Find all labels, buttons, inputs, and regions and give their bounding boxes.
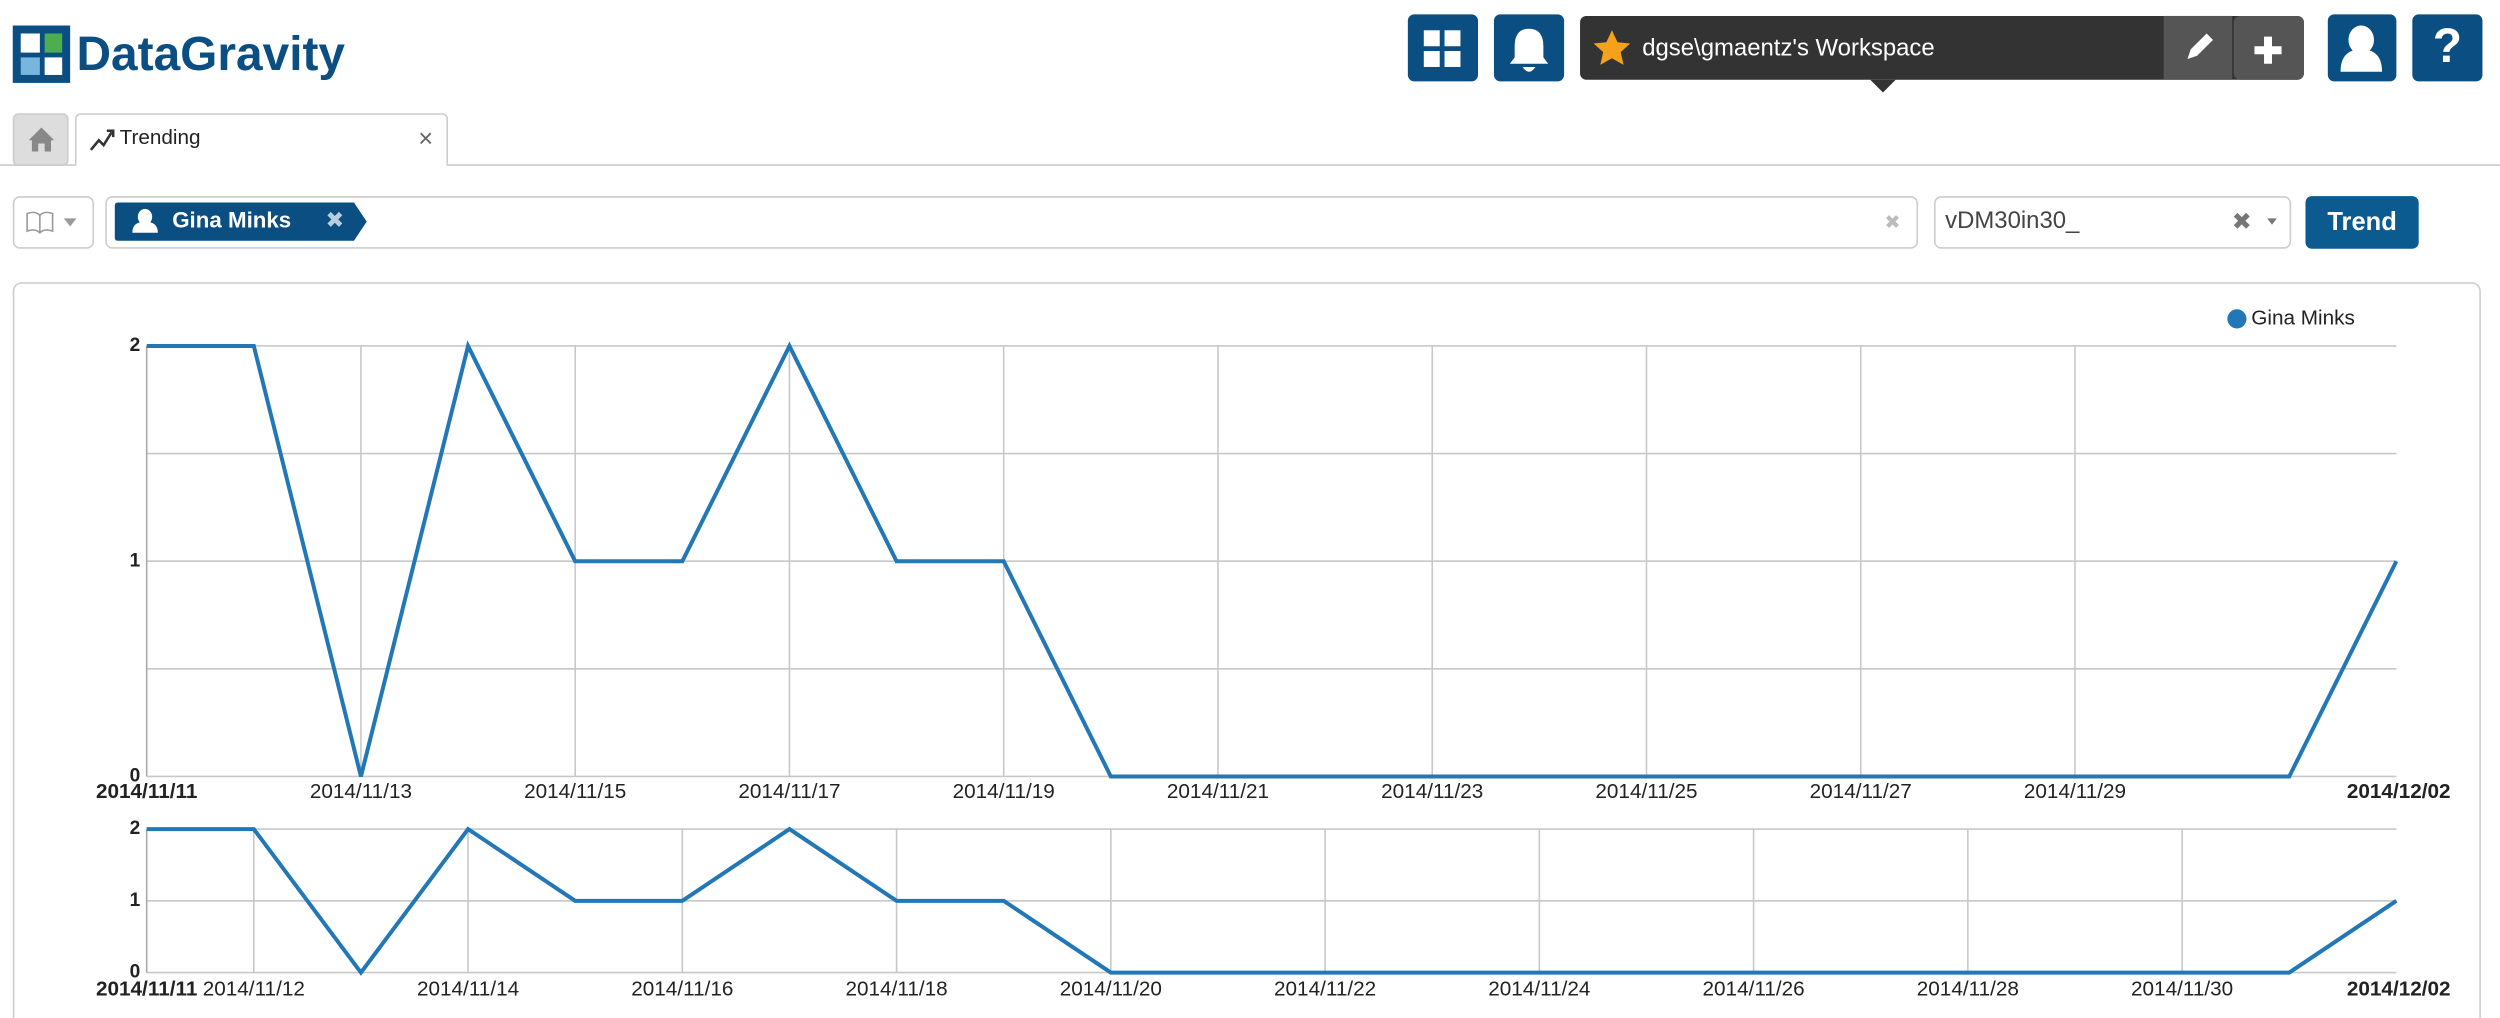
tab-label: Trending (120, 126, 201, 149)
x-tick-label: 2014/11/25 (1595, 780, 1697, 803)
x-tick-label: 2014/11/30 (2131, 978, 2233, 1001)
tab-close[interactable]: × (418, 125, 433, 153)
x-tick-label: 2014/11/20 (1060, 978, 1162, 1001)
x-tick-label: 2014/12/02 (2347, 780, 2451, 803)
x-tick-label: 2014/11/13 (310, 780, 412, 803)
x-tick-label: 2014/11/23 (1381, 780, 1483, 803)
dataset-clear[interactable]: ✖ (2232, 209, 2252, 236)
dataset-select[interactable] (1933, 196, 2292, 249)
x-tick-label: 2014/11/14 (417, 978, 519, 1001)
trend-button-label: Trend (2327, 208, 2396, 236)
logo[interactable]: DataGravity (12, 25, 346, 83)
x-tick-label: 2014/12/02 (2347, 978, 2451, 1001)
filter-chip[interactable] (114, 202, 367, 241)
x-tick-label: 2014/11/28 (1917, 978, 2019, 1001)
x-tick-label: 2014/11/15 (524, 780, 626, 803)
y-tick-label: 1 (130, 550, 141, 571)
caret (63, 218, 77, 227)
caret (2267, 218, 2277, 225)
x-tick-label: 2014/11/29 (2024, 780, 2126, 803)
home-icon (28, 127, 55, 152)
bell-icon (1509, 28, 1549, 72)
logo-icon-part (20, 57, 40, 75)
star-icon[interactable] (1593, 30, 1631, 65)
chart-panel (12, 282, 2481, 1018)
chip-remove[interactable]: ✖ (325, 208, 344, 233)
x-tick-label: 2014/11/21 (1167, 780, 1269, 803)
workspace-pointer (1870, 79, 1896, 93)
logo-icon-part (44, 33, 63, 53)
series-line (146, 340, 2399, 779)
x-tick-label: 2014/11/11 (96, 780, 197, 803)
trend-button[interactable] (2305, 196, 2419, 249)
help-icon: ? (2433, 20, 2462, 73)
trend-icon (89, 129, 115, 151)
logo-icon-part (44, 57, 63, 75)
x-tick-label: 2014/11/26 (1703, 978, 1805, 1001)
y-tick-label: 2 (130, 335, 141, 356)
help-button[interactable] (2412, 14, 2483, 82)
dataset-value: vDM30in30_ (1945, 207, 2080, 234)
x-tick-label: 2014/11/24 (1488, 978, 1590, 1001)
clear-filter[interactable]: ✖ (1885, 212, 1901, 233)
book-icon (26, 211, 54, 234)
logo-icon-part (20, 33, 40, 53)
y-tick-label: 1 (130, 890, 141, 911)
plus-icon (2254, 36, 2282, 64)
x-tick-label: 2014/11/17 (738, 780, 840, 803)
x-tick-label: 2014/11/27 (1810, 780, 1912, 803)
x-tick-label: 2014/11/11 (96, 978, 197, 1001)
x-tick-label: 2014/11/19 (953, 780, 1055, 803)
y-tick-label: 2 (130, 818, 141, 839)
workspace-bar[interactable] (1580, 15, 2304, 80)
legend-marker (2227, 309, 2247, 329)
dashboard-button[interactable] (1407, 14, 1478, 82)
user-icon (2340, 25, 2383, 72)
legend-label: Gina Minks (2251, 306, 2355, 329)
series-line (146, 826, 2398, 976)
x-tick-label: 2014/11/22 (1274, 978, 1376, 1001)
tab-cover (76, 159, 447, 170)
chip-label: Gina Minks (172, 208, 291, 233)
x-tick-label: 2014/11/16 (631, 978, 733, 1001)
chip-user-icon (132, 208, 158, 233)
y-tick-label: 0 (130, 962, 141, 983)
x-tick-label: 2014/11/12 (203, 978, 305, 1001)
workspace-name: dgse\gmaentz's Workspace (1642, 35, 1934, 62)
filter-box[interactable] (105, 196, 1919, 249)
y-tick-label: 0 (130, 766, 141, 787)
logo-text: DataGravity (77, 28, 346, 81)
pencil-icon (2187, 33, 2214, 59)
grid-icon (1423, 30, 1461, 67)
x-tick-label: 2014/11/18 (845, 978, 947, 1001)
